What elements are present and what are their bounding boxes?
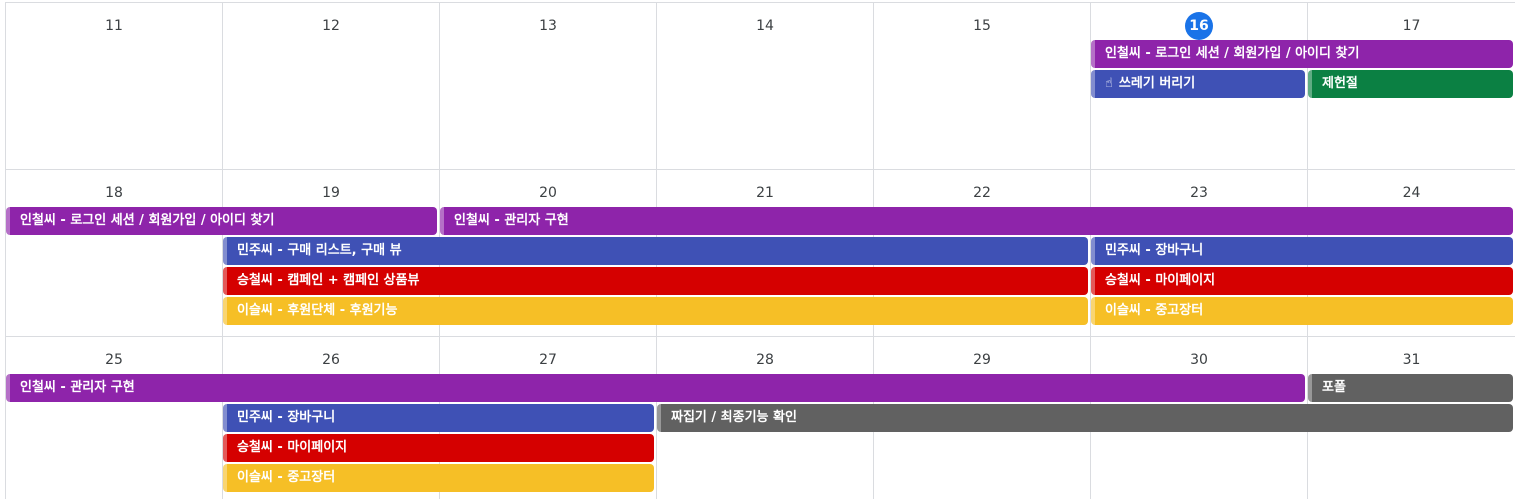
event-title: 민주씨 - 장바구니 <box>1105 243 1204 258</box>
event-title: 민주씨 - 구매 리스트, 구매 뷰 <box>237 243 402 258</box>
day-cell[interactable]: 13 <box>439 2 656 169</box>
event-chip[interactable]: 인철씨 - 로그인 세션 / 회원가입 / 아이디 찾기 <box>6 207 437 235</box>
day-cell[interactable]: 18 <box>5 169 222 336</box>
hand-pointer-icon: ☝ <box>1105 76 1113 91</box>
event-title: 인철씨 - 로그인 세션 / 회원가입 / 아이디 찾기 <box>1105 46 1360 61</box>
event-chip[interactable]: 이슬씨 - 후원단체 - 후원기능 <box>223 297 1088 325</box>
day-number[interactable]: 22 <box>973 185 991 201</box>
day-cell[interactable]: 25 <box>5 336 222 499</box>
event-chip[interactable]: 민주씨 - 구매 리스트, 구매 뷰 <box>223 237 1088 265</box>
event-title: 승철씨 - 캠페인 + 캠페인 상품뷰 <box>237 273 420 288</box>
event-title: 민주씨 - 장바구니 <box>237 410 336 425</box>
day-cell[interactable]: 26 <box>222 336 439 499</box>
day-cell[interactable]: 28 <box>656 336 873 499</box>
day-number[interactable]: 21 <box>756 185 774 201</box>
day-cell[interactable]: 16 <box>1090 2 1307 169</box>
day-number[interactable]: 17 <box>1402 18 1421 34</box>
event-title: 인철씨 - 관리자 구현 <box>20 380 135 395</box>
day-cell[interactable]: 15 <box>873 2 1090 169</box>
event-title: 이슬씨 - 중고장터 <box>237 470 336 485</box>
day-cell[interactable]: 14 <box>656 2 873 169</box>
event-chip[interactable]: 이슬씨 - 중고장터 <box>1091 297 1513 325</box>
day-cell[interactable]: 11 <box>5 2 222 169</box>
week-row: 18 19 20 21 22 23 24 인철씨 - 로그인 세션 / 회원가입 / 아이디 … <box>0 169 1515 336</box>
day-number[interactable]: 27 <box>539 352 557 368</box>
week-row: 11 12 13 14 15 16 17 인철씨 - 로그인 세션 / 회원가입 / 아이디 … <box>0 2 1515 169</box>
event-title: 쓰레기 버리기 <box>1118 76 1196 91</box>
day-number[interactable]: 30 <box>1190 352 1208 368</box>
day-number[interactable]: 12 <box>322 18 340 34</box>
day-number[interactable]: 15 <box>973 18 991 34</box>
event-chip[interactable]: 이슬씨 - 중고장터 <box>223 464 654 492</box>
day-cell[interactable]: 23 <box>1090 169 1307 336</box>
day-number[interactable]: 28 <box>756 352 774 368</box>
event-title: 인철씨 - 로그인 세션 / 회원가입 / 아이디 찾기 <box>20 213 275 228</box>
event-title: 이슬씨 - 중고장터 <box>1105 303 1204 318</box>
event-title: 승철씨 - 마이페이지 <box>237 440 348 455</box>
day-cell[interactable]: 19 <box>222 169 439 336</box>
day-number[interactable]: 26 <box>322 352 340 368</box>
day-number[interactable]: 20 <box>539 185 557 201</box>
day-number[interactable]: 14 <box>756 18 774 34</box>
event-chip[interactable]: 인철씨 - 로그인 세션 / 회원가입 / 아이디 찾기 <box>1091 40 1513 68</box>
day-cell[interactable]: 17 <box>1307 2 1515 169</box>
event-title: 제헌절 <box>1322 76 1358 91</box>
day-number[interactable]: 11 <box>105 18 123 34</box>
day-number[interactable]: 19 <box>322 185 340 201</box>
day-cell[interactable]: 12 <box>222 2 439 169</box>
event-chip[interactable]: 인철씨 - 관리자 구현 <box>440 207 1513 235</box>
day-number[interactable]: 18 <box>105 185 123 201</box>
event-chip[interactable]: 승철씨 - 마이페이지 <box>1091 267 1513 295</box>
event-title: 짜집기 / 최종기능 확인 <box>671 410 797 425</box>
event-chip[interactable]: 제헌절 <box>1308 70 1513 98</box>
event-chip[interactable]: 짜집기 / 최종기능 확인 <box>657 404 1513 432</box>
event-title: 승철씨 - 마이페이지 <box>1105 273 1216 288</box>
event-title: 포폴 <box>1322 380 1346 395</box>
event-chip[interactable]: ☝ 쓰레기 버리기 <box>1091 70 1305 98</box>
day-number[interactable]: 23 <box>1190 185 1208 201</box>
day-number[interactable]: 13 <box>539 18 557 34</box>
day-number[interactable]: 31 <box>1402 352 1421 368</box>
day-number[interactable]: 24 <box>1402 185 1421 201</box>
day-number[interactable]: 29 <box>973 352 991 368</box>
event-chip[interactable]: 민주씨 - 장바구니 <box>1091 237 1513 265</box>
event-title: 이슬씨 - 후원단체 - 후원기능 <box>237 303 398 318</box>
day-number[interactable]: 25 <box>105 352 123 368</box>
event-chip[interactable]: 승철씨 - 마이페이지 <box>223 434 654 462</box>
event-chip[interactable]: 승철씨 - 캠페인 + 캠페인 상품뷰 <box>223 267 1088 295</box>
event-chip[interactable]: 인철씨 - 관리자 구현 <box>6 374 1305 402</box>
event-chip[interactable]: 민주씨 - 장바구니 <box>223 404 654 432</box>
event-chip[interactable]: 포폴 <box>1308 374 1513 402</box>
event-title: 인철씨 - 관리자 구현 <box>454 213 569 228</box>
today-day-number[interactable]: 16 <box>1185 12 1213 40</box>
